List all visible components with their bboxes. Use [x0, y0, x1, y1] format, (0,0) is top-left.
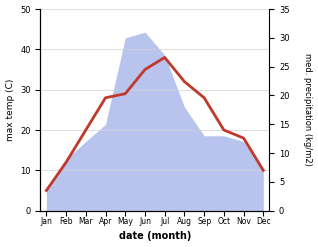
Y-axis label: med. precipitation (kg/m2): med. precipitation (kg/m2)	[303, 53, 313, 166]
X-axis label: date (month): date (month)	[119, 231, 191, 242]
Y-axis label: max temp (C): max temp (C)	[5, 79, 15, 141]
